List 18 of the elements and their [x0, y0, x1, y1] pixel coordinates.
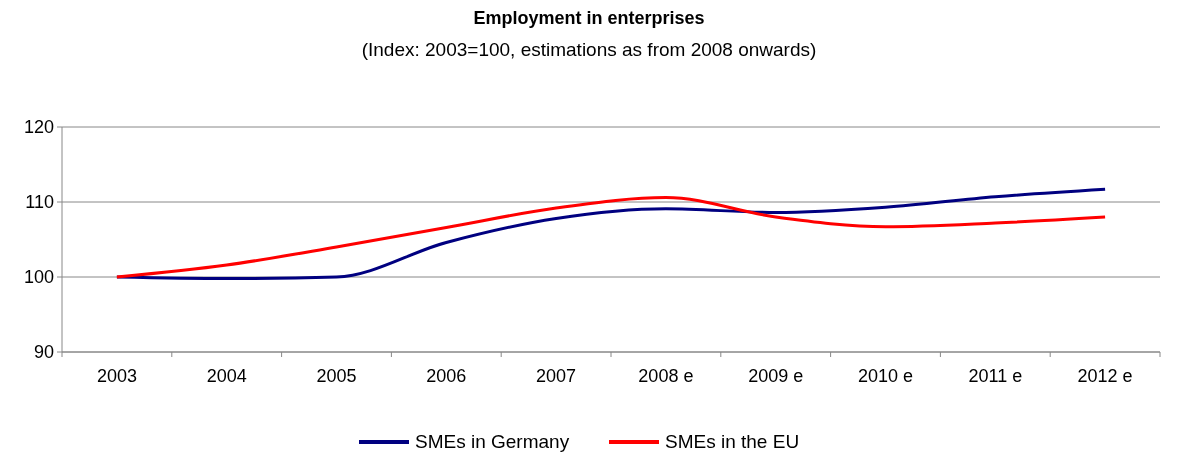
chart-title: Employment in enterprises: [473, 8, 705, 28]
x-tick-label: 2008 e: [638, 366, 694, 386]
x-tick-label: 2006: [426, 366, 467, 386]
x-tick-label: 2003: [96, 366, 137, 386]
legend-label: SMEs in Germany: [415, 431, 570, 452]
y-tick-label: 100: [23, 267, 54, 288]
x-tick-label: 2005: [316, 366, 357, 386]
x-tick-label: 2009 e: [748, 366, 804, 386]
chart-subtitle: (Index: 2003=100, estimations as from 2008 onwards): [361, 39, 817, 60]
x-tick-label: 2012 e: [1077, 366, 1133, 386]
x-tick-label: 2011 e: [968, 366, 1023, 386]
x-tick-label: 2010 e: [857, 366, 914, 386]
x-tick-label: 2004: [206, 366, 247, 386]
y-tick-label: 90: [33, 342, 54, 363]
legend-label: SMEs in the EU: [665, 431, 800, 452]
x-tick-label: 2007: [536, 366, 577, 386]
y-tick-label: 120: [23, 117, 54, 138]
y-tick-label: 110: [25, 192, 54, 213]
